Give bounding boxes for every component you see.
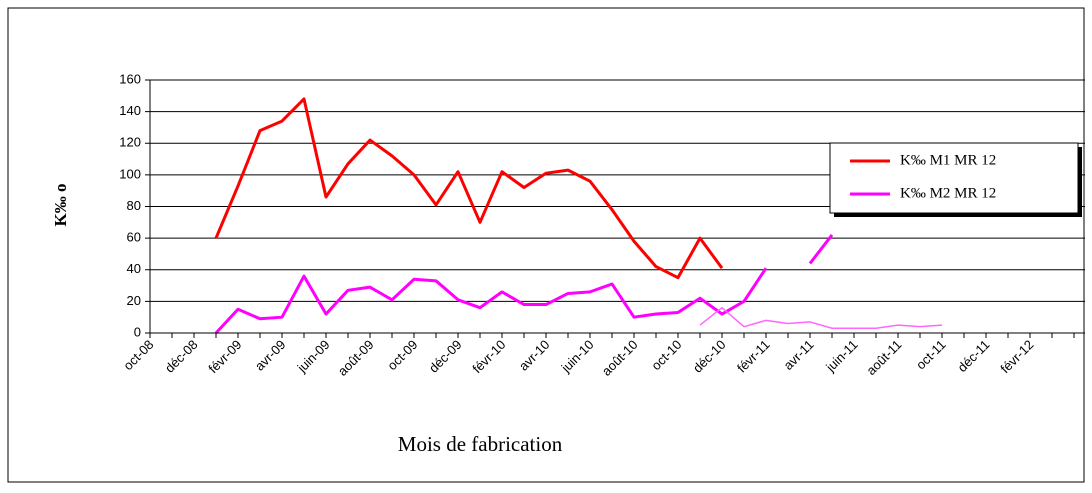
legend-label: K‰ M1 MR 12 [900,152,996,168]
series-line [214,97,724,280]
chart-border [7,7,1085,483]
y-tick-label: 120 [119,135,141,150]
y-tick-label: 20 [127,293,141,308]
y-tick-label: 40 [127,261,141,276]
x-axis-label: Mois de fabrication [398,432,563,456]
y-tick-label: 140 [119,103,141,118]
series-line [699,306,943,330]
legend-label: K‰ M2 MR 12 [900,185,996,201]
legend: K‰ M1 MR 12 K‰ M2 MR 12 [829,142,1082,217]
series-line [214,267,768,335]
y-tick-label: 100 [119,166,141,181]
y-axis-label: K‰ o [51,184,70,227]
y-tick-label: 0 [134,324,141,339]
series-line [808,234,834,265]
legend-box [829,142,1079,214]
y-tick-label: 160 [119,71,141,86]
y-tick-label: 80 [127,198,141,213]
y-tick-label: 60 [127,230,141,245]
